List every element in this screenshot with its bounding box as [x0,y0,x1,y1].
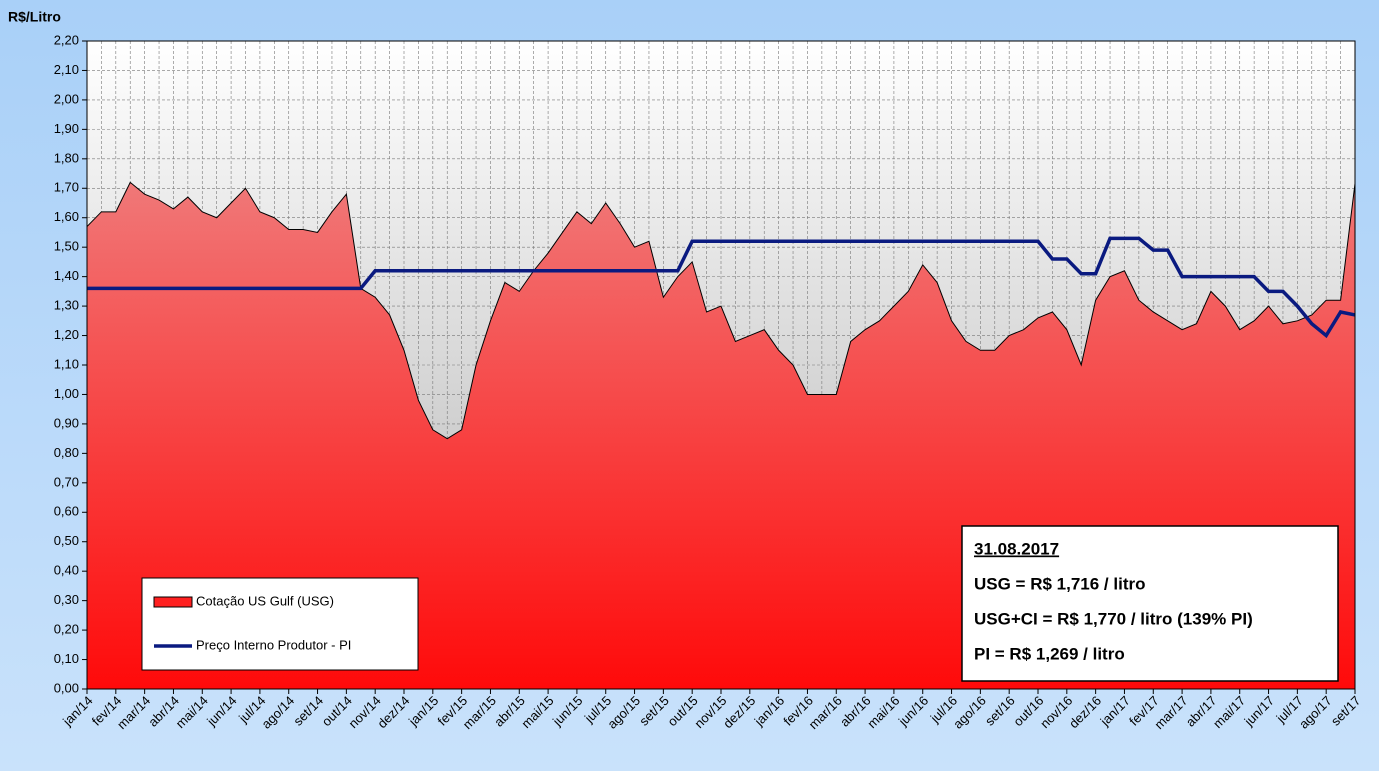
line [87,236,1356,339]
legend-label: Cotação US Gulf (USG) [196,593,334,608]
y-tick-label: 1,90 [54,121,79,136]
y-tick-label: 1,20 [54,327,79,342]
y-tick-label: 0,60 [54,504,79,519]
y-axis-label: R$/Litro [8,9,61,25]
y-tick-label: 1,50 [54,239,79,254]
y-tick-label: 0,10 [54,651,79,666]
y-tick-label: 1,10 [54,356,79,371]
annotation-box [961,525,1339,682]
y-tick-label: 1,60 [54,209,79,224]
y-tick-label: 2,20 [54,32,79,47]
annotation: USG = R$ 1,716 / litro [974,574,1146,593]
annotation: PI = R$ 1,269 / litro [974,644,1125,663]
legend-box [141,577,419,671]
y-tick-label: 1,80 [54,150,79,165]
legend-swatch [153,596,193,608]
y-tick-label: 0,20 [54,622,79,637]
y-tick-label: 2,10 [54,62,79,77]
y-tick-label: 0,80 [54,445,79,460]
y-tick-label: 0,40 [54,563,79,578]
y-tick-label: 1,30 [54,298,79,313]
y-tick-label: 1,70 [54,180,79,195]
y-tick-label: 0,90 [54,415,79,430]
y-tick-label: 0,30 [54,592,79,607]
y-tick-label: 1,40 [54,268,79,283]
y-tick-label: 0,50 [54,533,79,548]
y-tick-label: 1,00 [54,386,79,401]
annotation: 31.08.2017 [974,539,1059,558]
legend-label: Preço Interno Produtor - PI [196,637,351,652]
y-tick-label: 0,00 [54,680,79,695]
y-tick-label: 2,00 [54,91,79,106]
y-tick-label: 0,70 [54,474,79,489]
annotation: USG+CI = R$ 1,770 / litro (139% PI) [974,609,1253,628]
